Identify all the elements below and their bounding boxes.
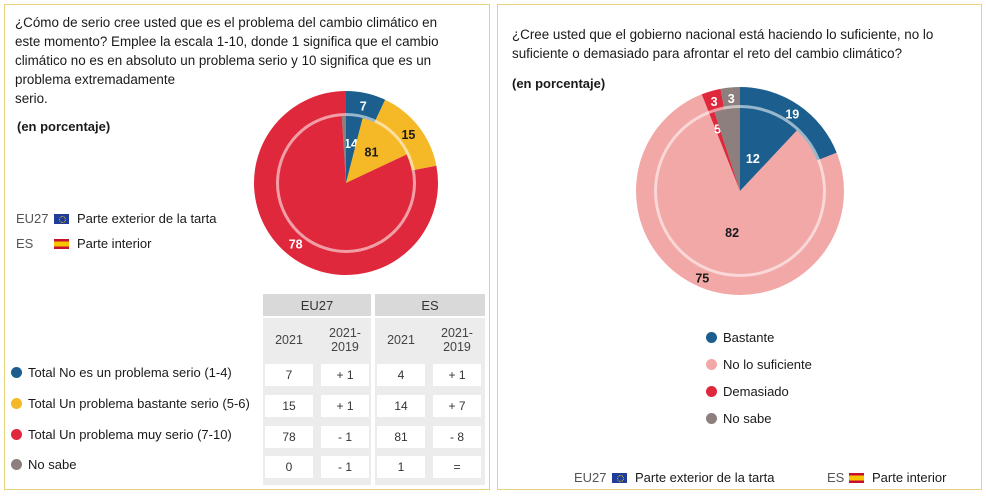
- spain-flag-icon: [54, 238, 69, 249]
- legend-item-no-sabe: No sabe: [706, 411, 771, 426]
- legend-label: No sabe: [723, 411, 772, 426]
- flag-legend-es: ES Parte interior: [16, 236, 151, 251]
- legend-label: Bastante: [723, 330, 775, 345]
- inner-ring-label: Parte interior: [77, 236, 152, 251]
- table-cell: 7: [265, 364, 313, 386]
- unit-note: (en porcentaje): [512, 76, 606, 91]
- question-line: climático no es en absoluto un problema …: [15, 53, 432, 68]
- question-line: problema extremadamente: [15, 72, 176, 87]
- table-cell: - 8: [433, 426, 481, 448]
- seriousness-inner-slice: [346, 118, 407, 183]
- government-outer-value-label: 3: [711, 95, 718, 109]
- government-inner-value-label: 12: [746, 152, 760, 166]
- legend-label: No lo suficiente: [723, 357, 812, 372]
- seriousness-pie-chart: 7 15 78 14 81: [254, 90, 438, 275]
- spain-flag-icon: [849, 472, 864, 483]
- legend-dot-icon: [706, 386, 717, 397]
- seriousness-outer-value-label: 7: [360, 99, 367, 113]
- government-outer-value-label: 75: [695, 272, 709, 286]
- government-inner-value-label: 82: [725, 226, 739, 240]
- government-pie-chart: 19 75 3 3 12 82 5: [636, 87, 844, 295]
- eu-flag-icon: [54, 213, 69, 224]
- legend-item-bastante: Bastante: [706, 330, 774, 345]
- table-cell: + 7: [433, 395, 481, 417]
- category-row-dont-know: No sabe: [11, 457, 76, 472]
- government-inner-slice: [657, 113, 823, 274]
- table-cell: 1: [377, 456, 425, 478]
- table-cell: + 1: [433, 364, 481, 386]
- es-code: ES: [16, 236, 34, 251]
- table-cell: 4: [377, 364, 425, 386]
- table-cell: - 1: [321, 456, 369, 478]
- legend-item-no-lo-suficiente: No lo suficiente: [706, 357, 812, 372]
- seriousness-inner-value-label: 14: [344, 137, 358, 151]
- category-dot-icon: [11, 367, 22, 378]
- table-cell: + 1: [321, 395, 369, 417]
- es-code: ES: [827, 470, 845, 485]
- table-cell: 0: [265, 456, 313, 478]
- category-label: No sabe: [28, 457, 77, 472]
- government-inner-slice: [740, 108, 797, 191]
- legend-item-demasiado: Demasiado: [706, 384, 789, 399]
- table-cell: 15: [265, 395, 313, 417]
- eu27-code: EU27: [16, 211, 49, 226]
- inner-ring-label: Parte interior: [872, 470, 947, 485]
- flag-legend-eu27: EU27 Parte exterior de la tarta: [16, 211, 216, 226]
- seriousness-panel: ¿Cómo de serio cree usted que es el prob…: [4, 4, 490, 490]
- legend-dot-icon: [706, 359, 717, 370]
- flag-legend-es: ES Parte interior: [827, 470, 946, 485]
- table-cell: - 1: [321, 426, 369, 448]
- table-subheader-change: 2021- 2019: [441, 326, 473, 354]
- question-line: serio.: [15, 91, 48, 106]
- seriousness-outer-value-label: 78: [289, 237, 303, 251]
- question-line: ¿Cómo de serio cree usted que es el prob…: [15, 15, 438, 30]
- table-subheader-year: 2021: [275, 333, 303, 347]
- category-label: Total Un problema muy serio (7-10): [28, 427, 232, 442]
- category-label: Total Un problema bastante serio (5-6): [28, 396, 250, 411]
- table-cell: + 1: [321, 364, 369, 386]
- category-dot-icon: [11, 398, 22, 409]
- table-cell: =: [433, 456, 481, 478]
- seriousness-inner-slice: [279, 116, 413, 251]
- question-line: ¿Cree usted que el gobierno nacional est…: [512, 27, 934, 42]
- question-line: suficiente o demasiado para afrontar el …: [512, 46, 903, 61]
- category-row-not-serious: Total No es un problema serio (1-4): [11, 365, 232, 380]
- table-header-eu27: EU27: [263, 294, 371, 316]
- seriousness-inner-slice: [341, 116, 346, 183]
- government-outer-value-label: 19: [785, 108, 799, 122]
- category-label: Total No es un problema serio (1-4): [28, 365, 232, 380]
- outer-ring-label: Parte exterior de la tarta: [635, 470, 775, 485]
- seriousness-inner-slice: [346, 116, 363, 183]
- government-inner-slice: [709, 112, 740, 191]
- flag-legend-eu27: EU27 Parte exterior de la tarta: [574, 470, 774, 485]
- table-cell: 14: [377, 395, 425, 417]
- question-government: ¿Cree usted que el gobierno nacional est…: [512, 25, 972, 63]
- legend-label: Demasiado: [723, 384, 789, 399]
- category-row-very-serious: Total Un problema muy serio (7-10): [11, 427, 232, 442]
- table-cell: 78: [265, 426, 313, 448]
- question-seriousness: ¿Cómo de serio cree usted que es el prob…: [15, 13, 475, 108]
- government-outer-value-label: 3: [728, 92, 735, 106]
- seriousness-inner-value-label: 81: [365, 146, 379, 160]
- table-header-es: ES: [375, 294, 485, 316]
- category-dot-icon: [11, 459, 22, 470]
- question-line: este momento? Emplee la escala 1-10, don…: [15, 34, 439, 49]
- seriousness-outer-value-label: 15: [401, 128, 415, 142]
- unit-note: (en porcentaje): [17, 119, 111, 134]
- government-inner-value-label: 5: [714, 122, 721, 136]
- outer-ring-label: Parte exterior de la tarta: [77, 211, 217, 226]
- table-cell: 81: [377, 426, 425, 448]
- government-inner-slice: [714, 108, 740, 191]
- table-subheader-change: 2021- 2019: [329, 326, 361, 354]
- eu27-code: EU27: [574, 470, 607, 485]
- legend-dot-icon: [706, 332, 717, 343]
- legend-dot-icon: [706, 413, 717, 424]
- table-subheader-year: 2021: [387, 333, 415, 347]
- eu-flag-icon: [612, 472, 627, 483]
- government-panel: ¿Cree usted que el gobierno nacional est…: [497, 4, 982, 490]
- category-dot-icon: [11, 429, 22, 440]
- category-row-fairly-serious: Total Un problema bastante serio (5-6): [11, 396, 250, 411]
